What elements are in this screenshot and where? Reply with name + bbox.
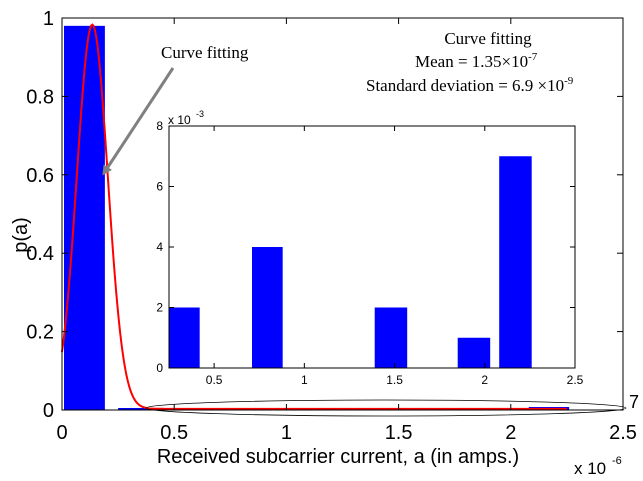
main-bar-small-1 — [118, 408, 163, 410]
x-tick-label-1: 0.5 — [160, 422, 188, 444]
x-tick-label-0: 0 — [56, 422, 67, 444]
inset-bar-3 — [374, 307, 408, 368]
y-tick-label-4: 0.8 — [26, 86, 54, 108]
x-tick-label-3: 1.5 — [385, 422, 413, 444]
inset-bar-1 — [169, 307, 200, 368]
zoom-region-ellipse — [145, 399, 627, 417]
inset-y-tick-label-1: 2 — [156, 301, 163, 315]
x-tick-label-4: 2 — [505, 422, 516, 444]
main-plot-frame — [61, 17, 624, 411]
x-tick-label-5: 2.5 — [609, 422, 637, 444]
inset-y-tick-label-3: 6 — [156, 180, 163, 194]
y-tick-label-1: 0.2 — [26, 322, 54, 344]
edge-label: 7 — [629, 392, 639, 412]
y-tick-label-3: 0.6 — [26, 165, 54, 187]
stats-mean: Mean = 1.35×10-7 — [415, 51, 538, 71]
inset-y-tick-label-2: 4 — [156, 240, 163, 254]
svg-text:x 10: x 10 — [574, 459, 606, 478]
inset-x-tick-label-2: 1.5 — [386, 373, 403, 387]
inset-y-tick-label-0: 0 — [156, 361, 163, 375]
x-multiplier: x 10 -6 — [574, 455, 622, 478]
x-tick-label-2: 1 — [281, 422, 292, 444]
inset-y-multiplier: x 10 -3 — [168, 109, 204, 127]
inset-bar-2 — [252, 247, 283, 368]
inset-y-tick-label-4: 8 — [156, 119, 163, 133]
svg-text:-6: -6 — [612, 455, 622, 467]
inset-x-tick-label-0: 0.5 — [206, 373, 223, 387]
y-tick-label-2: 0.4 — [26, 243, 54, 265]
main-bar-1 — [64, 25, 105, 411]
svg-text:-3: -3 — [196, 109, 204, 119]
y-tick-label-0: 0 — [43, 400, 54, 422]
annotation-arrow — [102, 67, 175, 176]
svg-text:x 10: x 10 — [168, 113, 191, 127]
stats-title: Curve fitting — [444, 29, 532, 48]
x-axis-label: Received subcarrier current, a (in amps.… — [157, 446, 519, 468]
stats-std: Standard deviation = 6.9 ×10-9 — [366, 75, 574, 95]
inset-x-tick-label-3: 2 — [481, 373, 488, 387]
inset-x-tick-label-1: 1 — [301, 373, 308, 387]
inset-bar-4 — [457, 337, 491, 368]
y-axis-label: p(a) — [10, 217, 32, 253]
curve-fitting-annotation: Curve fitting — [161, 43, 249, 62]
inset-bar-5 — [499, 156, 532, 368]
y-tick-label-5: 1 — [43, 8, 54, 30]
inset-x-tick-label-4: 2.5 — [567, 373, 584, 387]
stats-box: Curve fitting Mean = 1.35×10-7 Standard … — [361, 24, 616, 104]
